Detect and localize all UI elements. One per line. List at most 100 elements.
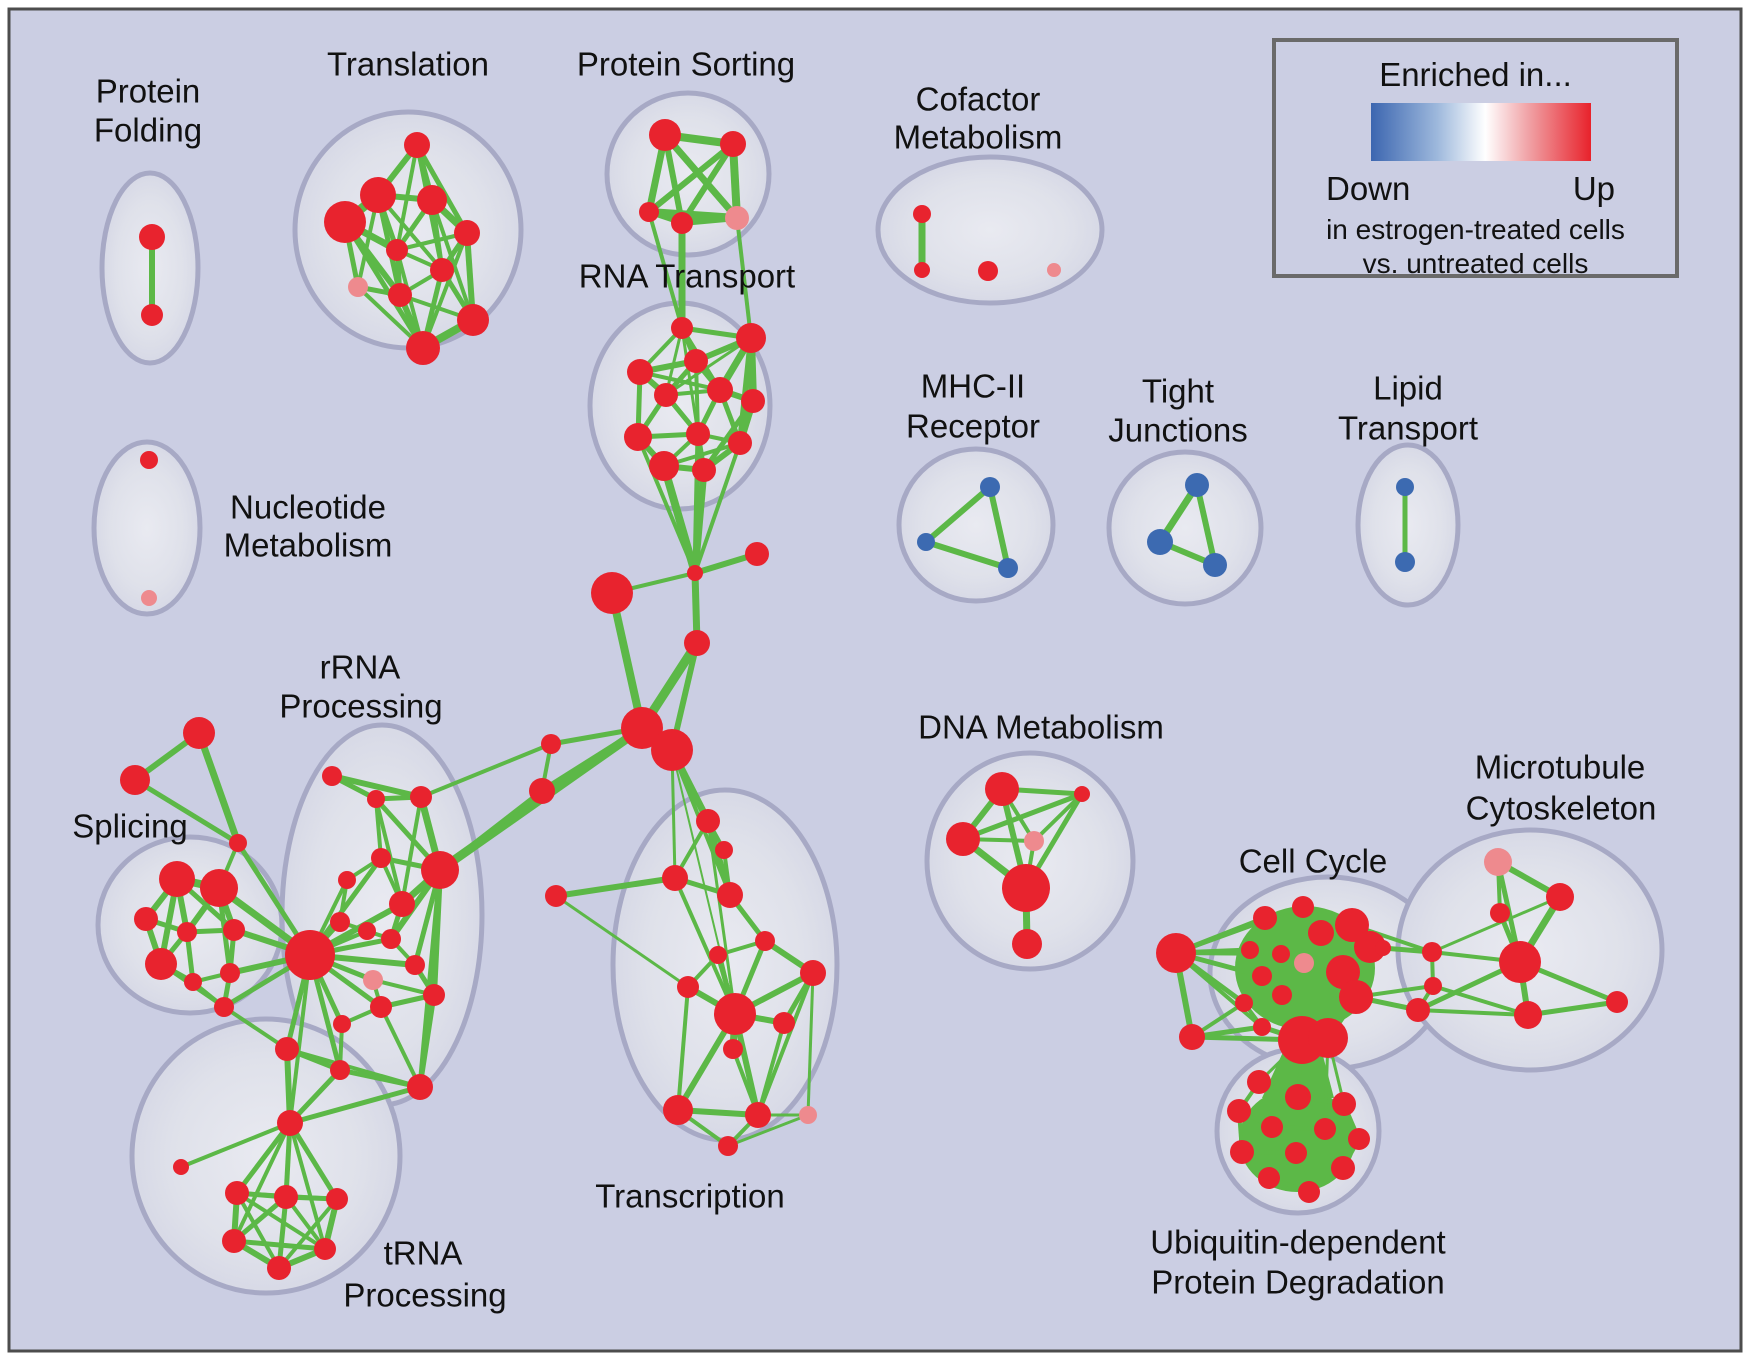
gene-set-node-cc9[interactable]: [1252, 966, 1272, 986]
gene-set-node-cc15b[interactable]: [1308, 1018, 1348, 1058]
gene-set-node-u12[interactable]: [1298, 1181, 1320, 1203]
gene-set-node-tr8[interactable]: [745, 1102, 771, 1128]
gene-set-node-h1[interactable]: [225, 1181, 249, 1205]
gene-set-node-t6[interactable]: [454, 220, 480, 246]
gene-set-node-rt6[interactable]: [707, 377, 733, 403]
gene-set-node-u3[interactable]: [1332, 1092, 1356, 1116]
gene-set-node-rt2[interactable]: [736, 323, 766, 353]
gene-set-node-s6[interactable]: [145, 948, 177, 980]
gene-set-node-pf1[interactable]: [139, 224, 165, 250]
gene-set-node-mt8[interactable]: [1606, 991, 1628, 1013]
gene-set-node-trh[interactable]: [714, 993, 756, 1035]
gene-set-node-u7[interactable]: [1348, 1128, 1370, 1150]
gene-set-node-cc10[interactable]: [1326, 955, 1360, 989]
gene-set-node-cm4[interactable]: [1047, 263, 1061, 277]
gene-set-node-ps5[interactable]: [725, 206, 749, 230]
gene-set-node-cm1[interactable]: [913, 205, 931, 223]
gene-set-node-r8[interactable]: [330, 912, 350, 932]
gene-set-node-t9[interactable]: [430, 258, 454, 282]
gene-set-node-iso[interactable]: [173, 1159, 189, 1175]
gene-set-node-ps3[interactable]: [639, 202, 659, 222]
gene-set-node-t1[interactable]: [404, 132, 430, 158]
gene-set-node-s8[interactable]: [220, 963, 240, 983]
gene-set-node-mt4[interactable]: [1499, 941, 1541, 983]
gene-set-node-u9[interactable]: [1285, 1142, 1307, 1164]
gene-set-node-cc6[interactable]: [1241, 941, 1259, 959]
gene-set-node-c7[interactable]: [541, 734, 561, 754]
gene-set-node-cc4[interactable]: [1308, 920, 1334, 946]
gene-set-node-u4[interactable]: [1227, 1099, 1251, 1123]
gene-set-node-u8[interactable]: [1230, 1140, 1254, 1164]
gene-set-node-c1[interactable]: [687, 565, 703, 581]
gene-set-node-c11[interactable]: [662, 865, 688, 891]
gene-set-node-tr5[interactable]: [773, 1012, 795, 1034]
gene-set-node-tr2[interactable]: [709, 946, 727, 964]
gene-set-node-rt7[interactable]: [741, 389, 765, 413]
gene-set-node-cr0[interactable]: [1375, 940, 1391, 956]
gene-set-node-tr9[interactable]: [799, 1106, 817, 1124]
gene-set-node-c6[interactable]: [651, 729, 693, 771]
gene-set-node-h3[interactable]: [326, 1188, 348, 1210]
gene-set-node-r3[interactable]: [410, 786, 432, 808]
gene-set-node-mt1[interactable]: [1484, 848, 1512, 876]
gene-set-node-r10[interactable]: [381, 929, 401, 949]
gene-set-node-s7[interactable]: [184, 973, 202, 991]
gene-set-node-h6[interactable]: [267, 1256, 291, 1280]
gene-set-node-ps1[interactable]: [649, 119, 681, 151]
gene-set-node-u5[interactable]: [1261, 1116, 1283, 1138]
gene-set-node-r1[interactable]: [322, 766, 342, 786]
gene-set-node-rt1[interactable]: [671, 317, 693, 339]
gene-set-node-rt4[interactable]: [684, 349, 708, 373]
gene-set-node-c4[interactable]: [684, 630, 710, 656]
gene-set-node-rt3[interactable]: [627, 359, 653, 385]
gene-set-node-t3[interactable]: [324, 201, 366, 243]
gene-set-node-rt9[interactable]: [686, 422, 710, 446]
gene-set-node-cch[interactable]: [1156, 933, 1196, 973]
gene-set-node-r6[interactable]: [421, 851, 459, 889]
gene-set-node-r16[interactable]: [407, 1074, 433, 1100]
gene-set-node-m1[interactable]: [980, 477, 1000, 497]
gene-set-node-rt11[interactable]: [649, 451, 679, 481]
gene-set-node-c3[interactable]: [591, 572, 633, 614]
gene-set-node-m3[interactable]: [998, 558, 1018, 578]
gene-set-node-c8[interactable]: [529, 778, 555, 804]
gene-set-node-d3[interactable]: [946, 822, 980, 856]
gene-set-node-r4[interactable]: [371, 848, 391, 868]
gene-set-node-d1[interactable]: [985, 772, 1019, 806]
gene-set-node-t4[interactable]: [417, 185, 447, 215]
gene-set-node-l2[interactable]: [1395, 552, 1415, 572]
gene-set-node-rt5[interactable]: [654, 383, 678, 407]
gene-set-node-ps4[interactable]: [671, 212, 693, 234]
gene-set-node-s4[interactable]: [177, 922, 197, 942]
gene-set-node-nm2[interactable]: [141, 590, 157, 606]
gene-set-node-rt10[interactable]: [728, 431, 752, 455]
gene-set-node-d6[interactable]: [1012, 929, 1042, 959]
gene-set-node-mt7[interactable]: [1514, 1001, 1542, 1029]
gene-set-node-d4[interactable]: [1024, 831, 1044, 851]
gene-set-node-cr1[interactable]: [1422, 942, 1442, 962]
gene-set-node-cr2[interactable]: [1424, 977, 1442, 995]
gene-set-node-pf2[interactable]: [141, 304, 163, 326]
gene-set-node-f3[interactable]: [229, 834, 247, 852]
gene-set-node-s9[interactable]: [134, 907, 158, 931]
gene-set-node-x2[interactable]: [330, 1060, 350, 1080]
gene-set-node-tr7[interactable]: [663, 1095, 693, 1125]
gene-set-node-mt3[interactable]: [1490, 903, 1510, 923]
gene-set-node-f2[interactable]: [120, 765, 150, 795]
gene-set-node-f1[interactable]: [183, 717, 215, 749]
gene-set-node-l1[interactable]: [1396, 478, 1414, 496]
gene-set-node-r13[interactable]: [423, 984, 445, 1006]
gene-set-node-t8[interactable]: [388, 283, 412, 307]
gene-set-node-tr6[interactable]: [723, 1039, 743, 1059]
gene-set-node-d2[interactable]: [1074, 786, 1090, 802]
gene-set-node-cc3[interactable]: [1335, 908, 1369, 942]
gene-set-node-tr1[interactable]: [755, 931, 775, 951]
gene-set-node-s1[interactable]: [159, 861, 195, 897]
gene-set-node-c13[interactable]: [545, 885, 567, 907]
gene-set-node-s5[interactable]: [223, 919, 245, 941]
gene-set-node-t10[interactable]: [457, 304, 489, 336]
gene-set-node-tj3[interactable]: [1203, 553, 1227, 577]
gene-set-node-nm1[interactable]: [140, 451, 158, 469]
gene-set-node-rh[interactable]: [285, 930, 335, 980]
gene-set-node-tr10[interactable]: [718, 1136, 738, 1156]
